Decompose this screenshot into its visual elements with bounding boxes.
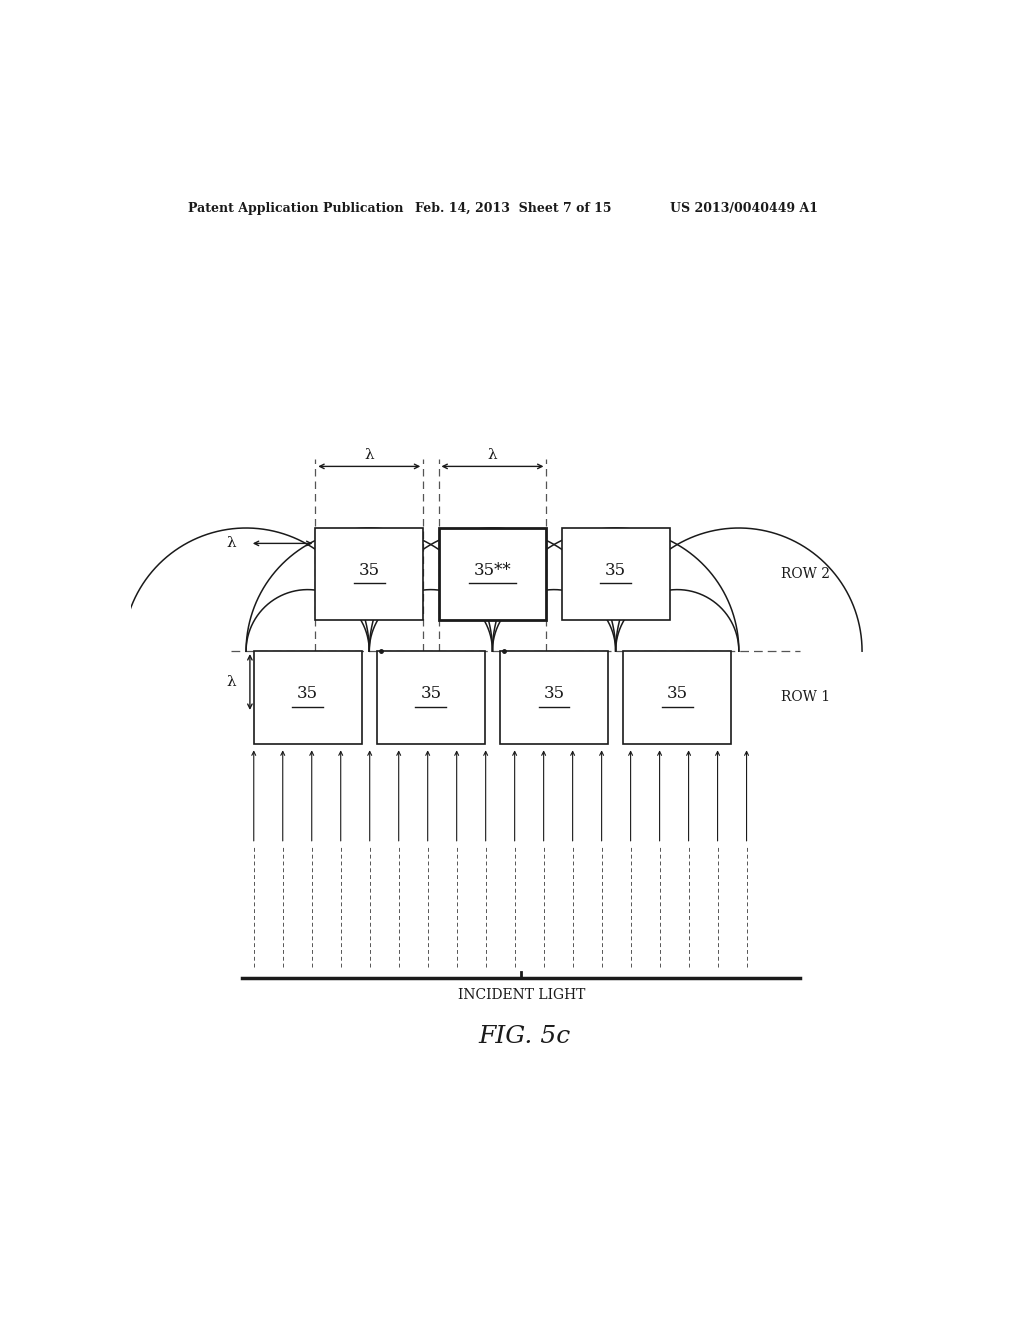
Text: 35: 35 (544, 685, 564, 702)
Text: P1: P1 (384, 657, 400, 671)
Text: ROW 1: ROW 1 (781, 690, 830, 705)
Bar (624, 651, 731, 743)
Bar (254, 651, 361, 743)
Text: FIG. 5c: FIG. 5c (478, 1024, 571, 1048)
Text: ROW 2: ROW 2 (781, 568, 830, 581)
Bar (377, 651, 484, 743)
Text: λ: λ (226, 536, 237, 550)
Text: P2: P2 (507, 657, 523, 671)
Text: λ: λ (226, 675, 237, 689)
Text: 35**: 35** (474, 562, 511, 579)
Bar (500, 651, 608, 743)
Bar (315, 528, 423, 620)
Text: 35: 35 (420, 685, 441, 702)
Text: 35: 35 (297, 685, 318, 702)
Text: 35: 35 (358, 562, 380, 579)
Text: Patent Application Publication: Patent Application Publication (188, 202, 403, 215)
Bar (438, 528, 547, 620)
Text: Feb. 14, 2013  Sheet 7 of 15: Feb. 14, 2013 Sheet 7 of 15 (416, 202, 612, 215)
Text: λ: λ (365, 447, 374, 462)
Text: λ: λ (487, 447, 498, 462)
Text: 35: 35 (667, 685, 688, 702)
Bar (562, 528, 670, 620)
Text: US 2013/0040449 A1: US 2013/0040449 A1 (670, 202, 817, 215)
Text: INCIDENT LIGHT: INCIDENT LIGHT (458, 987, 585, 1002)
Text: 35: 35 (605, 562, 627, 579)
